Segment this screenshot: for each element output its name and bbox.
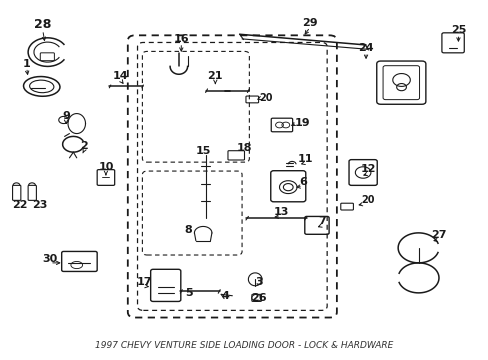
Text: 22: 22 bbox=[12, 200, 27, 210]
Text: 25: 25 bbox=[450, 25, 465, 35]
Text: 24: 24 bbox=[358, 43, 373, 53]
Text: 13: 13 bbox=[273, 207, 288, 217]
Text: 10: 10 bbox=[98, 162, 113, 172]
Text: 15: 15 bbox=[195, 147, 210, 157]
Text: 3: 3 bbox=[255, 277, 263, 287]
Text: 26: 26 bbox=[251, 293, 266, 303]
Text: 4: 4 bbox=[221, 291, 228, 301]
Text: 29: 29 bbox=[302, 18, 317, 28]
Text: 9: 9 bbox=[62, 111, 70, 121]
Text: 27: 27 bbox=[430, 230, 446, 240]
Text: 16: 16 bbox=[173, 34, 189, 44]
Text: 21: 21 bbox=[207, 71, 223, 81]
Text: 14: 14 bbox=[112, 71, 128, 81]
Text: 28: 28 bbox=[34, 18, 51, 31]
Text: 6: 6 bbox=[298, 177, 306, 187]
Text: 2: 2 bbox=[80, 141, 88, 151]
Text: 11: 11 bbox=[297, 154, 312, 163]
Text: 12: 12 bbox=[360, 164, 375, 174]
Text: 17: 17 bbox=[137, 277, 152, 287]
Text: 1997 CHEVY VENTURE SIDE LOADING DOOR - LOCK & HARDWARE: 1997 CHEVY VENTURE SIDE LOADING DOOR - L… bbox=[95, 341, 393, 350]
Text: 23: 23 bbox=[33, 200, 48, 210]
Text: 1: 1 bbox=[23, 59, 30, 69]
Text: 18: 18 bbox=[236, 143, 252, 153]
Text: 20: 20 bbox=[259, 93, 273, 103]
Text: 8: 8 bbox=[184, 225, 192, 235]
Text: 5: 5 bbox=[184, 288, 192, 297]
Text: 7: 7 bbox=[318, 216, 325, 226]
Text: 20: 20 bbox=[361, 195, 374, 204]
Text: 30: 30 bbox=[42, 253, 58, 264]
Text: 19: 19 bbox=[294, 118, 310, 128]
